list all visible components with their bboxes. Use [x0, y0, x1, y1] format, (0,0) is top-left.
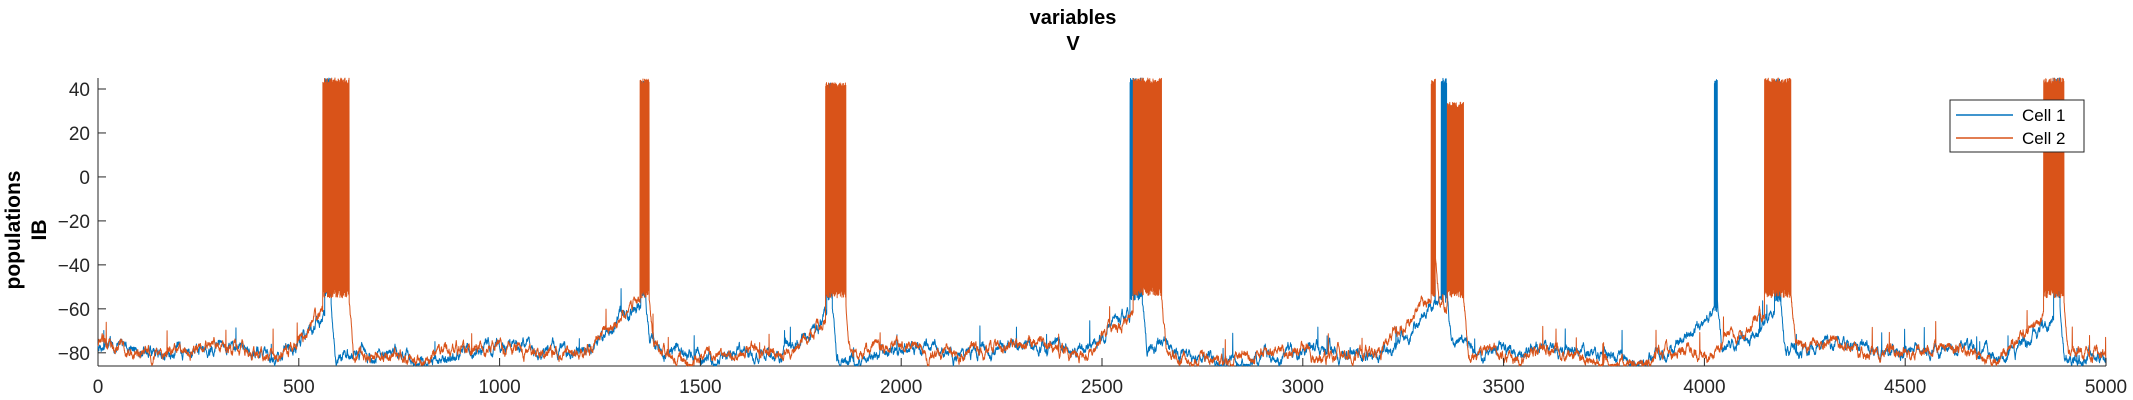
x-tick-label: 5000 [2085, 377, 2127, 398]
x-tick-label: 0 [93, 377, 104, 398]
x-tick-label: 500 [283, 377, 315, 398]
y-tick-label: −60 [58, 300, 90, 321]
series-line-cell-2 [97, 77, 2107, 367]
y-axis-label-line-2: IB [28, 220, 51, 241]
legend-box [1949, 99, 2085, 153]
x-tick-label: 2500 [1081, 377, 1123, 398]
x-tick-label: 4000 [1683, 377, 1725, 398]
x-tick-label: 3500 [1482, 377, 1524, 398]
axes-frame [97, 78, 2106, 367]
y-tick-label: −80 [58, 344, 90, 365]
legend-label-cell-1: Cell 1 [2022, 106, 2065, 125]
x-tick-label: 1000 [478, 377, 520, 398]
y-tick-label: 20 [69, 124, 90, 145]
x-tick-label: 4500 [1884, 377, 1926, 398]
y-tick-label: −40 [58, 256, 90, 277]
legend: Cell 1 Cell 2 [1949, 99, 2085, 153]
y-axis-label-line-1: populations [2, 171, 25, 290]
y-tick-label: 40 [69, 80, 90, 101]
plot-area [97, 77, 2107, 367]
chart-title-line-2: V [1066, 33, 1080, 55]
legend-label-cell-2: Cell 2 [2022, 129, 2065, 148]
chart-title-line-1: variables [1030, 7, 1117, 29]
y-tick-label: −20 [58, 212, 90, 233]
ticks: 0 500 1000 1500 2000 2500 3000 3500 4000 4500 5000… [58, 80, 2127, 398]
x-tick-label: 3000 [1282, 377, 1324, 398]
y-tick-label: 0 [79, 168, 90, 189]
series-line-cell-1 [97, 77, 2107, 367]
x-tick-label: 2000 [880, 377, 922, 398]
x-tick-label: 1500 [679, 377, 721, 398]
